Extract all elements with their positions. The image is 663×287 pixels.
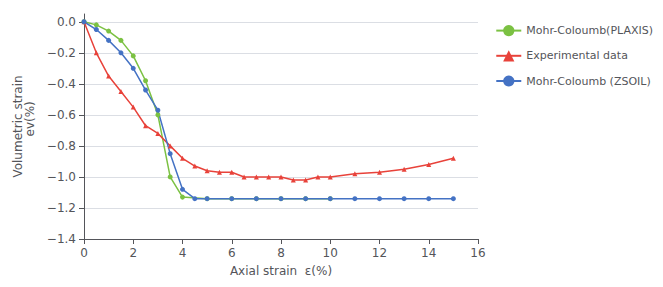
svg-text:Mohr-Coloumb(PLAXIS): Mohr-Coloumb(PLAXIS) (526, 24, 653, 37)
svg-text:−0.2: −0.2 (47, 46, 76, 60)
svg-text:10: 10 (323, 246, 338, 260)
svg-text:0: 0 (80, 246, 88, 260)
svg-text:−0.4: −0.4 (47, 77, 76, 91)
svg-text:14: 14 (421, 246, 436, 260)
svg-text:12: 12 (372, 246, 387, 260)
svg-text:−1.4: −1.4 (47, 232, 76, 246)
svg-text:Volumetric strain: Volumetric strain (11, 75, 25, 178)
svg-text:6: 6 (228, 246, 236, 260)
svg-text:Mohr-Coloumb (ZSOIL): Mohr-Coloumb (ZSOIL) (526, 75, 650, 88)
svg-text:Axial strain ε(%): Axial strain ε(%) (230, 264, 332, 278)
svg-text:4: 4 (179, 246, 187, 260)
svg-text:2: 2 (129, 246, 137, 260)
svg-text:−1.0: −1.0 (47, 170, 76, 184)
svg-text:−1.2: −1.2 (47, 201, 76, 215)
svg-text:Experimental data: Experimental data (526, 49, 628, 62)
svg-text:ev(%): ev(%) (23, 101, 37, 152)
svg-text:−0.8: −0.8 (47, 139, 76, 153)
svg-text:8: 8 (277, 246, 285, 260)
svg-text:16: 16 (470, 246, 485, 260)
svg-text:−0.6: −0.6 (47, 108, 76, 122)
svg-text:0.0: 0.0 (57, 15, 76, 29)
